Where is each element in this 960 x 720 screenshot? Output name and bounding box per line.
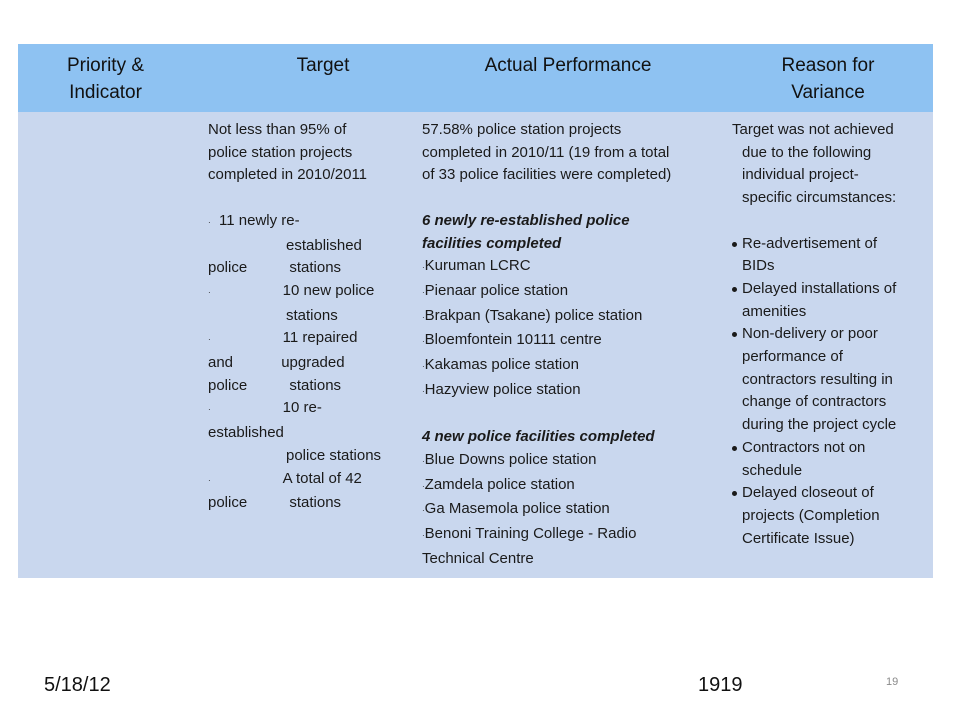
- reason-bullet: Non-delivery or poor performance of cont…: [732, 323, 928, 437]
- actual-performance-cell: 57.58% police station projects completed…: [422, 119, 722, 570]
- target-intro: Not less than 95% of police station proj…: [208, 121, 368, 184]
- footer-date: 5/18/12: [44, 674, 111, 696]
- list-item: ·Blue Downs police station: [422, 450, 597, 468]
- reason-bullet: Delayed installations of amenities: [732, 278, 928, 323]
- list-item-continuation: Technical Centre: [422, 549, 534, 567]
- list-item: ·Pienaar police station: [422, 281, 569, 299]
- reason-bullet: Contractors not on schedule: [732, 437, 928, 482]
- list-item: ·Kakamas police station: [422, 356, 579, 374]
- list-item: ·Kuruman LCRC: [422, 257, 531, 275]
- header-priority-indicator: Priority & Indicator: [66, 55, 145, 103]
- group1-list: ·Kuruman LCRC ·Pienaar police station ·B…: [422, 255, 722, 403]
- actual-intro: 57.58% police station projects completed…: [422, 121, 672, 184]
- target-item: · 11 newly re- established police statio…: [208, 211, 362, 277]
- group1-heading: 6 newly re-established police facilities…: [422, 211, 630, 252]
- target-item: · 11 repaired and upgraded police station…: [208, 329, 358, 394]
- reason-intro: Target was not achieved due to the follo…: [732, 121, 897, 207]
- reason-variance-cell: Target was not achieved due to the follo…: [732, 119, 928, 550]
- table-header: Priority & Indicator Target Actual Perfo…: [18, 44, 933, 112]
- page-number: 19: [886, 676, 899, 688]
- list-item: ·Ga Masemola police station: [422, 500, 610, 518]
- header-target: Target: [296, 55, 350, 76]
- footer-number: 1919: [698, 674, 743, 696]
- reason-bullet: Delayed closeout of projects (Completion…: [732, 482, 928, 550]
- list-item: ·Benoni Training College - Radio: [422, 524, 637, 542]
- target-item: · 10 re- established police stations: [208, 399, 382, 464]
- reason-bullet: Re-advertisement of BIDs: [732, 233, 928, 278]
- header-reason-variance: Reason for Variance: [781, 55, 875, 103]
- list-item: ·Hazyview police station: [422, 380, 581, 398]
- list-item: ·Brakpan (Tsakane) police station: [422, 306, 643, 324]
- group2-list: ·Blue Downs police station ·Zamdela poli…: [422, 449, 722, 571]
- target-item: · 10 new police stations: [208, 281, 375, 324]
- header-actual-performance: Actual Performance: [484, 55, 652, 76]
- group2-heading: 4 new police facilities completed: [422, 428, 655, 446]
- list-item: ·Zamdela police station: [422, 475, 575, 493]
- performance-table: Priority & Indicator Target Actual Perfo…: [18, 44, 933, 578]
- list-item: ·Bloemfontein 10111 centre: [422, 331, 602, 349]
- target-cell: Not less than 95% of police station proj…: [208, 119, 408, 515]
- target-item: · A total of 42 police stations: [208, 469, 362, 512]
